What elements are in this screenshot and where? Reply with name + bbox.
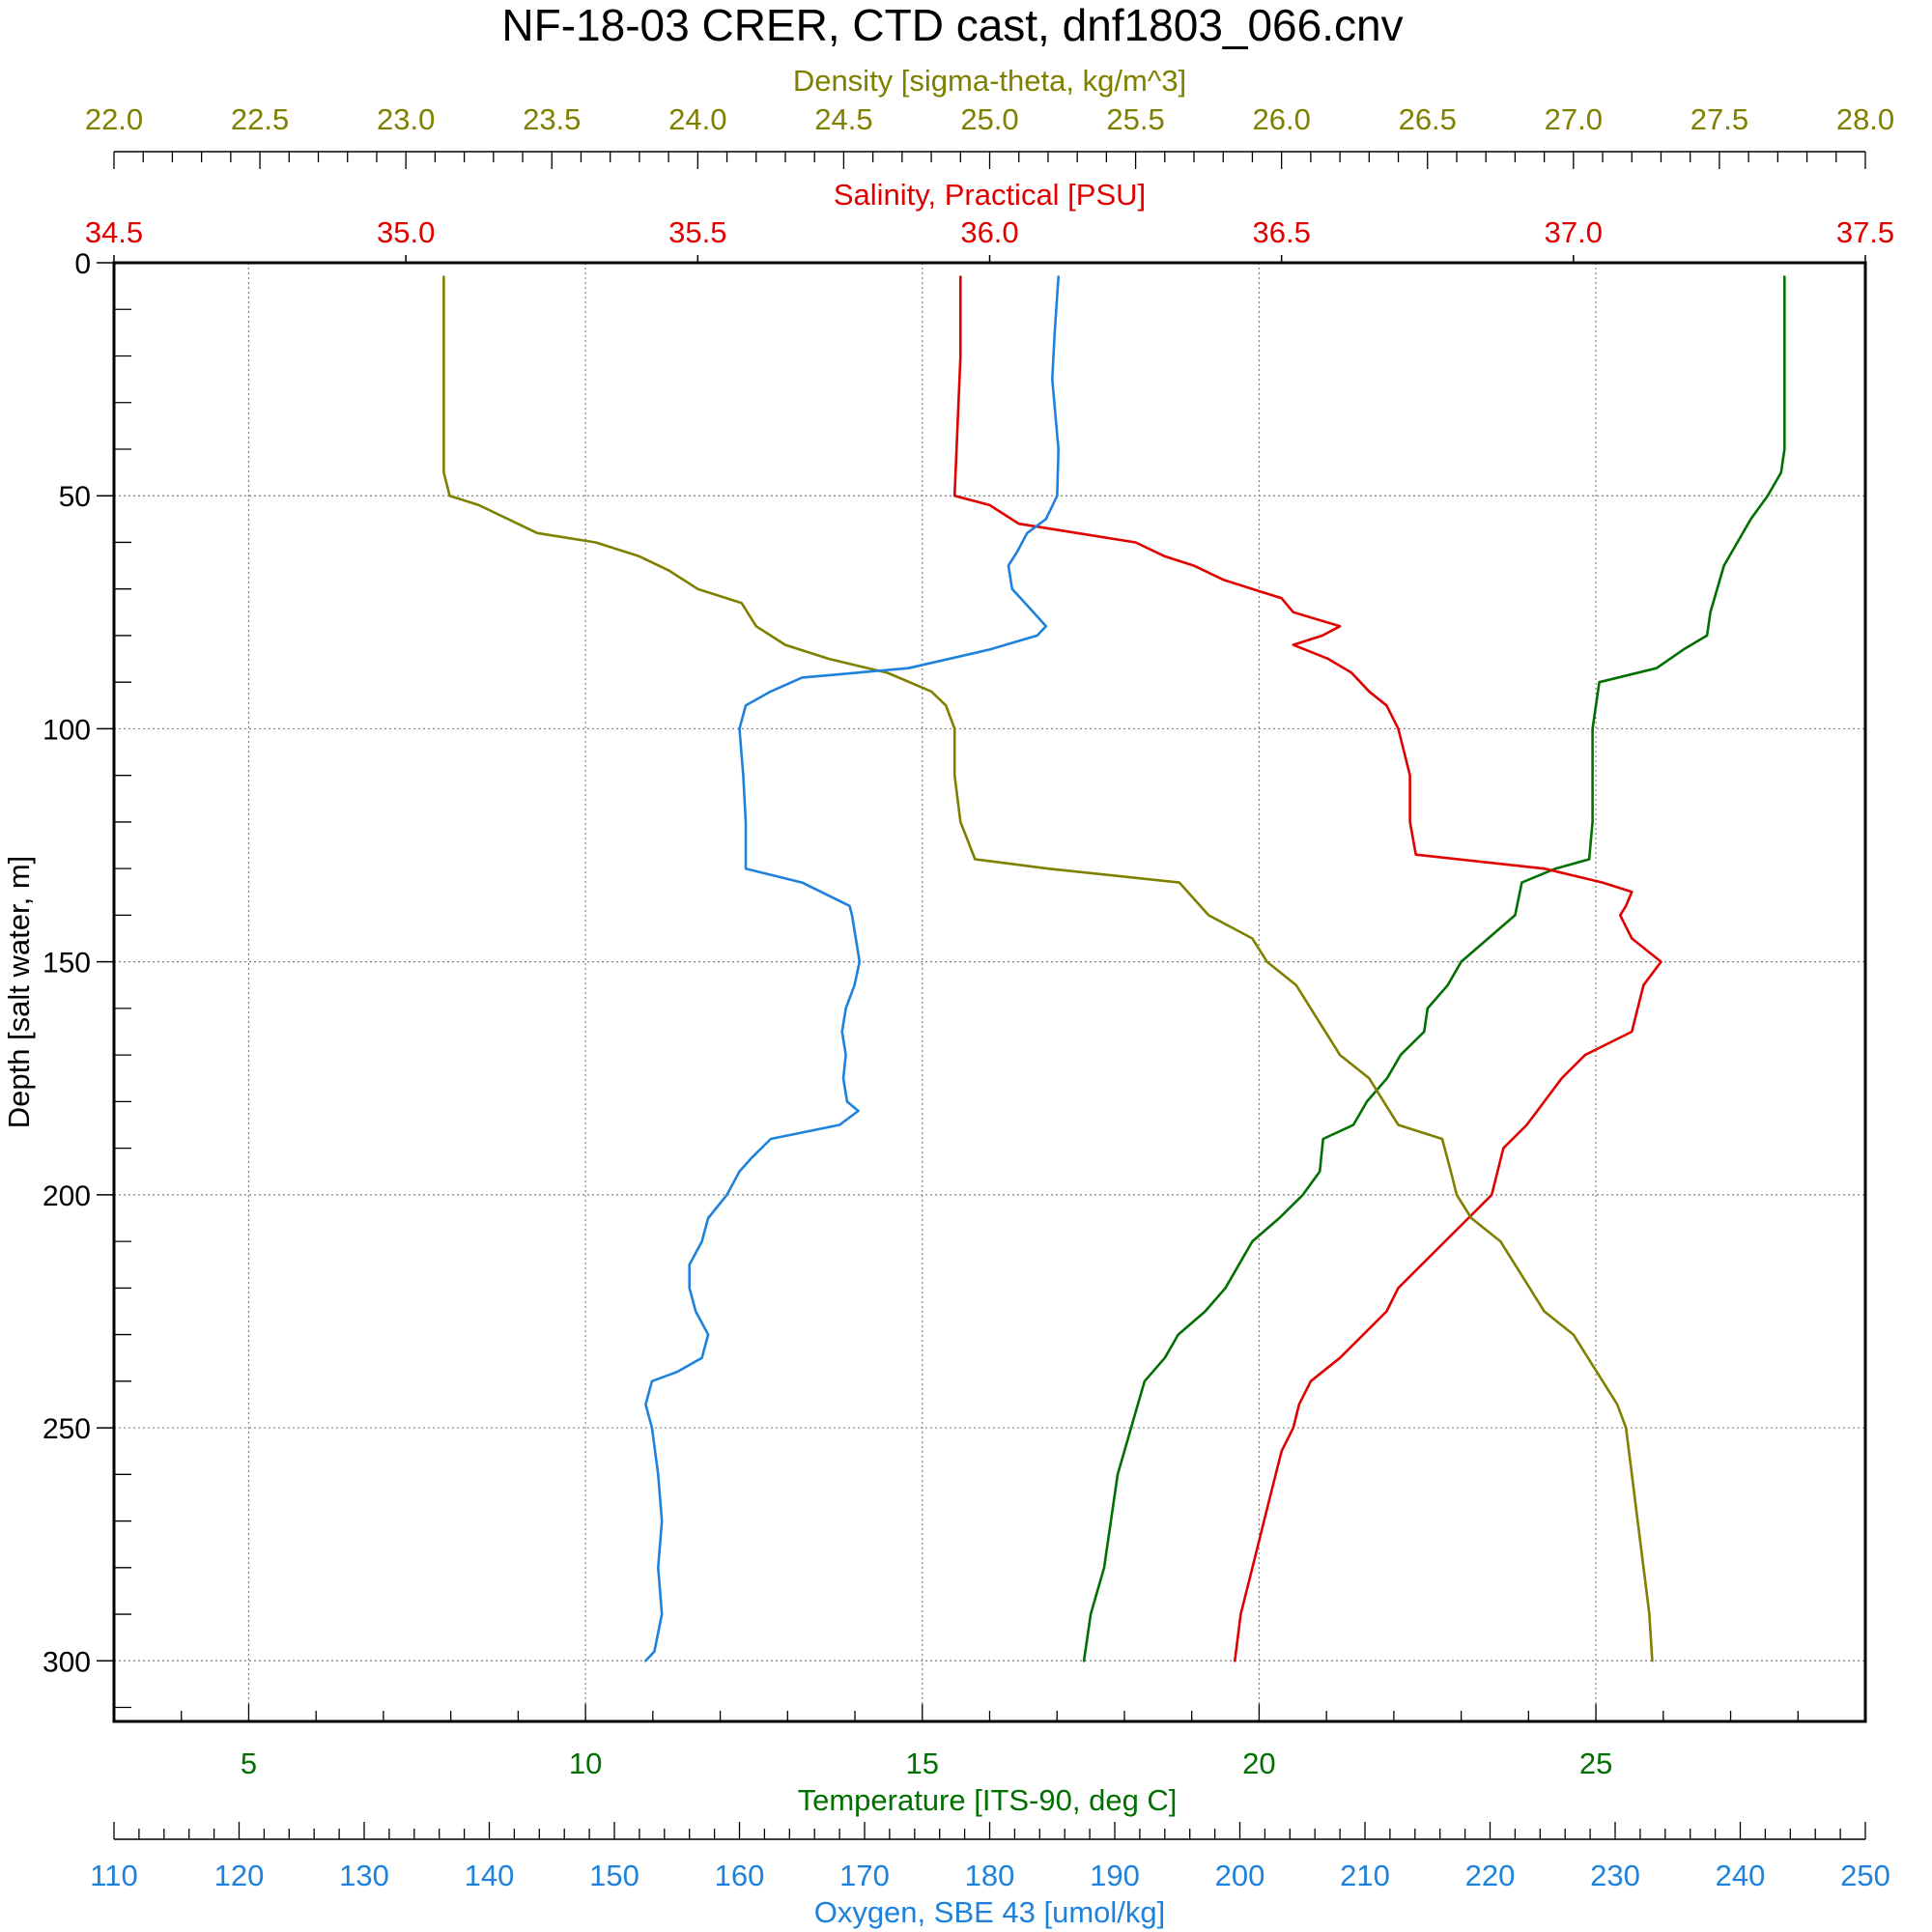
depth-tick-label: 200 — [43, 1180, 91, 1212]
oxygen-tick-label: 150 — [589, 1859, 639, 1892]
density-tick-label: 28.0 — [1836, 102, 1894, 136]
density-tick-label: 22.0 — [85, 102, 143, 136]
density-tick-label: 27.5 — [1690, 102, 1748, 136]
chart-title: NF-18-03 CRER, CTD cast, dnf1803_066.cnv — [501, 0, 1403, 50]
oxygen-tick-label: 190 — [1090, 1859, 1140, 1892]
temperature-axis-label: Temperature [ITS-90, deg C] — [798, 1783, 1178, 1817]
oxygen-tick-label: 140 — [465, 1859, 515, 1892]
density-tick-label: 24.5 — [814, 102, 872, 136]
density-tick-label: 27.0 — [1545, 102, 1603, 136]
oxygen-tick-label: 120 — [214, 1859, 265, 1892]
density-tick-label: 26.5 — [1399, 102, 1457, 136]
oxygen-tick-label: 200 — [1215, 1859, 1265, 1892]
depth-tick-label: 300 — [43, 1646, 91, 1678]
density-tick-label: 23.5 — [523, 102, 581, 136]
oxygen-tick-label: 130 — [339, 1859, 389, 1892]
salinity-tick-label: 36.0 — [960, 215, 1018, 249]
depth-axis-label: Depth [salt water, m] — [2, 856, 36, 1129]
temperature-tick-label: 10 — [569, 1747, 602, 1780]
density-tick-label: 26.0 — [1252, 102, 1310, 136]
depth-tick-label: 100 — [43, 714, 91, 746]
density-tick-label: 25.0 — [960, 102, 1018, 136]
axes: 0 50 100 150 200 250 300 Depth [salt water, m] 2… — [2, 64, 1894, 1929]
oxygen-tick-label: 180 — [965, 1859, 1015, 1892]
salinity-axis-label: Salinity, Practical [PSU] — [834, 178, 1146, 212]
density-tick-label: 25.5 — [1106, 102, 1164, 136]
oxygen-tick-label: 220 — [1465, 1859, 1516, 1892]
oxygen-tick-label: 210 — [1340, 1859, 1390, 1892]
depth-tick-label: 50 — [59, 481, 91, 513]
depth-tick-label: 150 — [43, 948, 91, 980]
oxygen-tick-label: 250 — [1840, 1859, 1890, 1892]
oxygen-tick-label: 240 — [1716, 1859, 1766, 1892]
salinity-tick-label: 37.5 — [1836, 215, 1894, 249]
oxygen-tick-label: 160 — [715, 1859, 765, 1892]
density-tick-label: 23.0 — [377, 102, 435, 136]
temperature-tick-label: 25 — [1579, 1747, 1612, 1780]
salinity-profile-line — [952, 275, 1662, 1662]
salinity-tick-label: 37.0 — [1545, 215, 1603, 249]
temperature-tick-label: 20 — [1242, 1747, 1275, 1780]
oxygen-profile-line — [644, 275, 1060, 1662]
density-axis-label: Density [sigma-theta, kg/m^3] — [793, 64, 1186, 98]
salinity-tick-label: 34.5 — [85, 215, 143, 249]
salinity-tick-label: 35.0 — [377, 215, 435, 249]
oxygen-tick-label: 230 — [1590, 1859, 1640, 1892]
oxygen-tick-label: 110 — [90, 1859, 137, 1892]
density-profile-line — [442, 275, 1654, 1662]
depth-tick-label: 250 — [43, 1413, 91, 1445]
temperature-tick-label: 5 — [241, 1747, 257, 1780]
density-tick-label: 24.0 — [668, 102, 726, 136]
density-tick-label: 22.5 — [231, 102, 289, 136]
data-series — [442, 275, 1786, 1662]
temperature-profile-line — [1082, 275, 1786, 1662]
salinity-tick-label: 35.5 — [668, 215, 726, 249]
salinity-tick-label: 36.5 — [1252, 215, 1310, 249]
oxygen-tick-label: 170 — [839, 1859, 890, 1892]
oxygen-axis-label: Oxygen, SBE 43 [umol/kg] — [814, 1895, 1166, 1929]
plot-frame — [112, 261, 1867, 1723]
grid — [114, 263, 1865, 1721]
temperature-tick-label: 15 — [906, 1747, 939, 1780]
depth-tick-label: 0 — [74, 248, 91, 280]
